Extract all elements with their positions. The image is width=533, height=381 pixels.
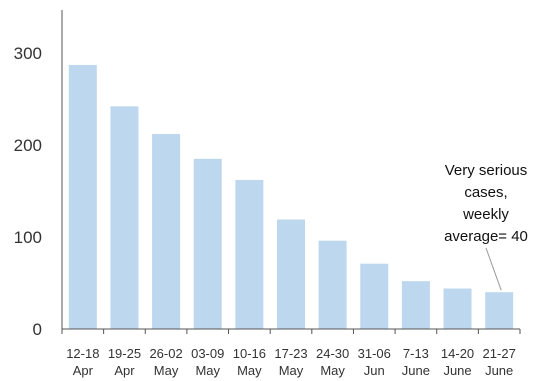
y-tick-labels: 0 100 200 300 (14, 44, 42, 339)
x-tick-label: 12-18 Apr (66, 346, 99, 378)
bar (443, 288, 472, 329)
x-tick-label: 14-20 June (441, 346, 474, 378)
y-tick-label: 200 (14, 136, 42, 155)
annotation-text: Very serious cases, weekly average= 40 (444, 162, 528, 245)
bar (68, 64, 97, 330)
x-tick-label: 24-30 May (316, 346, 349, 378)
y-tick-label: 300 (14, 44, 42, 63)
bar (360, 263, 389, 329)
bar (401, 281, 430, 329)
x-tick-label: 19-25 Apr (108, 346, 141, 378)
annotation-leader-line (485, 247, 502, 291)
x-tick-label: 03-09 May (191, 346, 224, 378)
bar (485, 292, 514, 329)
bar (318, 240, 347, 329)
bars-group (68, 64, 514, 330)
x-tick-label: 31-06 Jun (358, 346, 391, 378)
x-tick-label: 17-23 May (274, 346, 307, 378)
y-tick-label: 100 (14, 228, 42, 247)
bar (110, 106, 139, 329)
x-tick-label: 10-16 May (233, 346, 266, 378)
bar (277, 219, 305, 329)
x-tick-label: 7-13 June (402, 346, 430, 378)
y-tick-label: 0 (33, 320, 42, 339)
bar (193, 158, 222, 329)
bar (235, 179, 264, 329)
x-tick-label: 26-02 May (149, 346, 182, 378)
bar (152, 133, 181, 329)
x-tick-label: 21-27 June (483, 346, 516, 378)
